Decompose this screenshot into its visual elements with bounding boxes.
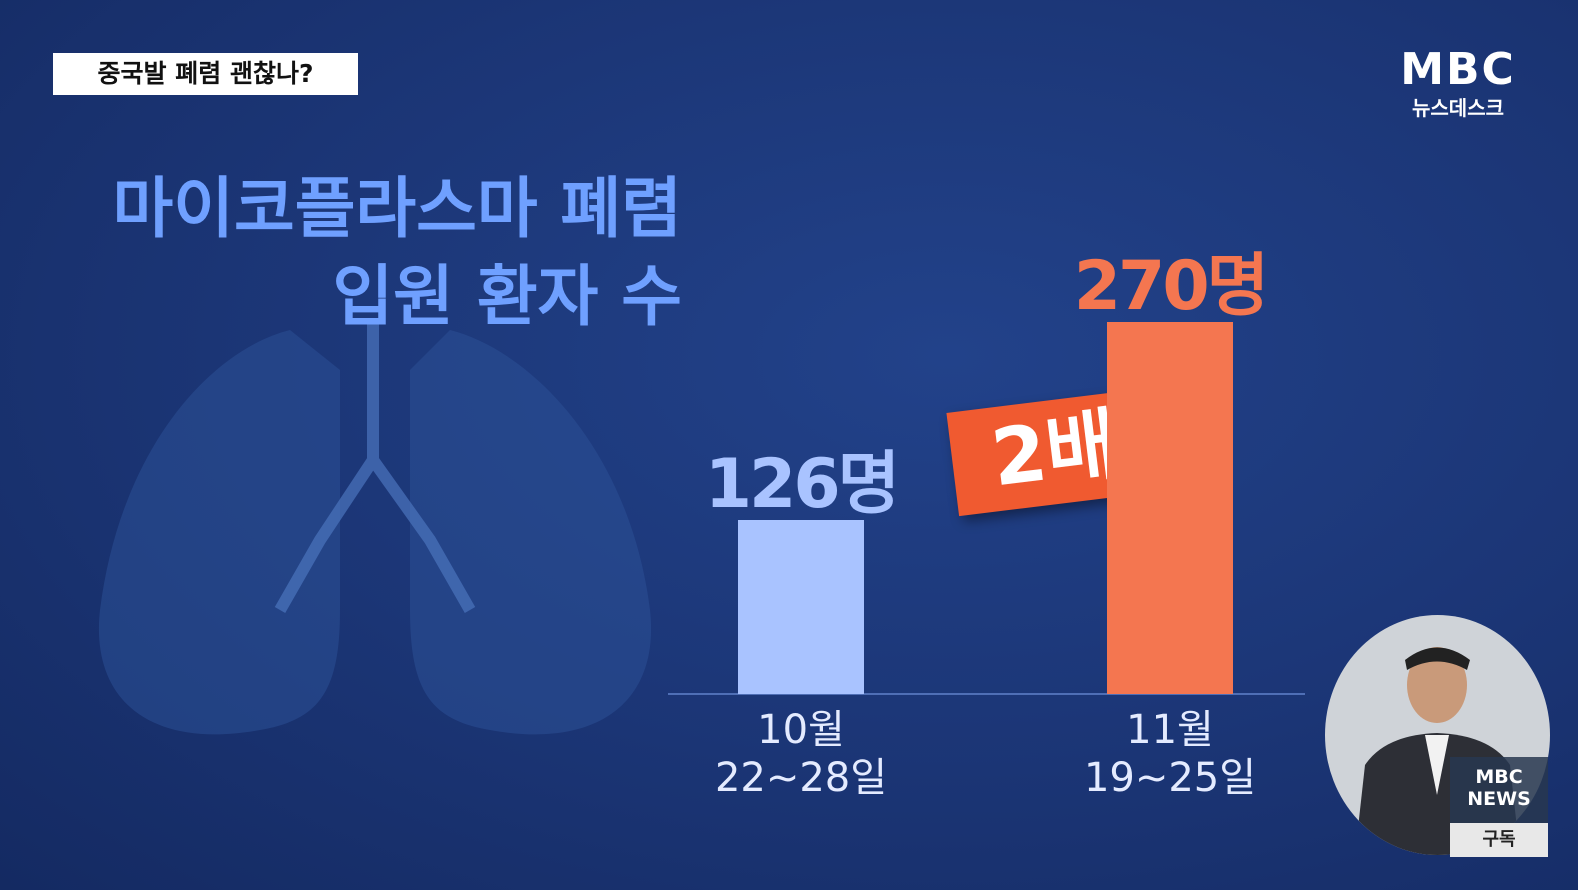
- logo-brand: MBC: [1400, 44, 1516, 95]
- news-banner: 중국발 폐렴 괜찮나?: [53, 53, 358, 95]
- value-label: 270명: [1073, 247, 1270, 326]
- baseline: [668, 693, 1305, 695]
- bar: [1107, 322, 1233, 694]
- x-tick-label: 11월 19~25일: [1083, 707, 1257, 801]
- value-label: 126명: [704, 445, 901, 525]
- bar: [738, 520, 864, 694]
- badge-brand: MBC NEWS: [1467, 766, 1531, 810]
- subscribe-button[interactable]: 구독: [1450, 823, 1548, 857]
- chart-title: 마이코플라스마 폐렴 입원 환자 수: [112, 170, 682, 335]
- x-tick-label: 10월 22~28일: [714, 707, 888, 801]
- logo-program: 뉴스데스크: [1412, 96, 1504, 120]
- lungs-illustration: [98, 320, 652, 735]
